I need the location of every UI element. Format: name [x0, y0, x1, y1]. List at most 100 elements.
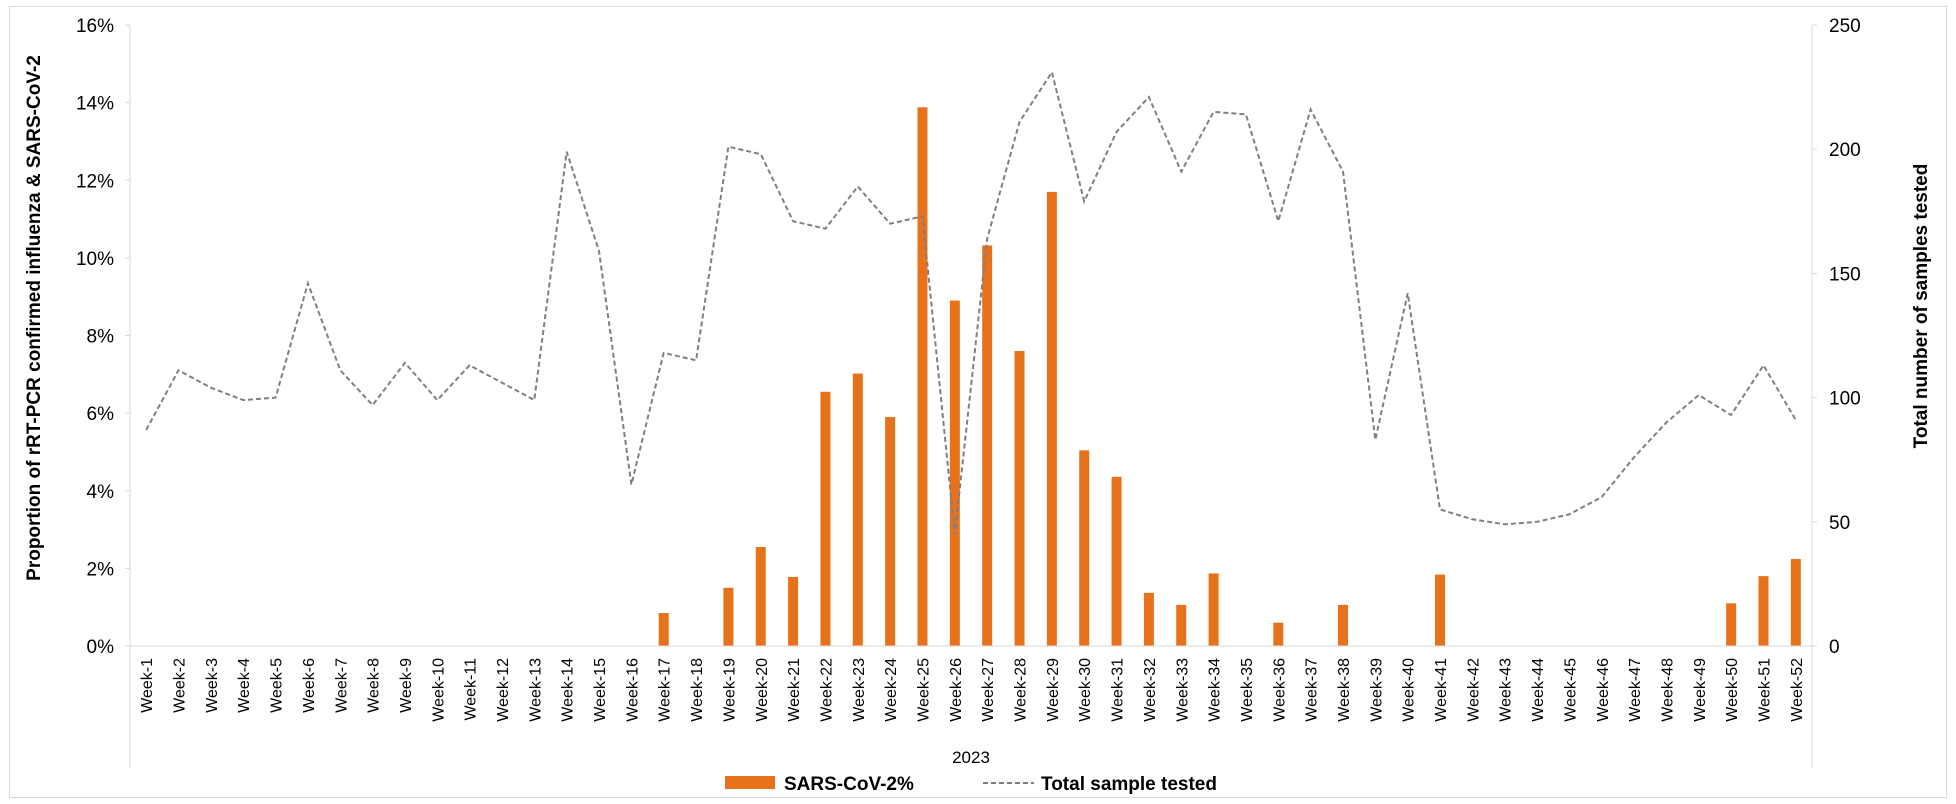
- bar-sars-cov-2: [917, 107, 928, 647]
- left-tick-label: 14%: [76, 94, 114, 115]
- x-tick-label: Week-40: [1401, 658, 1418, 722]
- x-tick-label: Week-20: [754, 658, 771, 722]
- left-axis-title: Proportion of rRT-PCR confirmed influenz…: [24, 55, 45, 581]
- x-tick-label: Week-46: [1595, 658, 1612, 722]
- left-tick-label: 12%: [76, 171, 114, 192]
- x-tick-label: Week-37: [1304, 658, 1321, 722]
- x-tick-label: Week-1: [139, 658, 156, 713]
- left-tick-label: 10%: [76, 249, 114, 270]
- x-tick-label: Week-24: [883, 658, 900, 722]
- labels-layer: 0% 2% 4% 6% 8% 10% 12% 14% 16% 0 50 100 150 200 250 Wee…: [76, 16, 1861, 722]
- x-tick-label: Week-7: [333, 658, 350, 713]
- bar-sars-cov-2: [885, 417, 896, 646]
- x-tick-label: Week-29: [1045, 658, 1062, 722]
- x-tick-label: Week-39: [1368, 658, 1385, 722]
- left-tick-label: 2%: [87, 559, 115, 580]
- x-tick-label: Week-35: [1239, 658, 1256, 722]
- bar-sars-cov-2: [1435, 574, 1446, 646]
- x-tick-label: Week-31: [1110, 658, 1127, 722]
- chart-frame: [9, 6, 1947, 798]
- x-tick-label: Week-33: [1174, 658, 1191, 722]
- bar-sars-cov-2: [1143, 592, 1154, 646]
- x-tick-label: Week-43: [1498, 658, 1515, 722]
- left-tick-label: 6%: [87, 404, 115, 425]
- x-group-label: 2023: [952, 748, 990, 767]
- bar-sars-cov-2: [1046, 191, 1057, 647]
- bar-sars-cov-2: [1337, 604, 1348, 646]
- x-tick-label: Week-28: [1013, 658, 1030, 722]
- x-tick-label: Week-17: [657, 658, 674, 722]
- x-tick-label: Week-15: [592, 658, 609, 722]
- left-tick-label: 8%: [87, 327, 115, 348]
- bar-sars-cov-2: [1758, 576, 1769, 646]
- right-axis-title: Total number of samples tested: [1911, 164, 1932, 449]
- x-tick-label: Week-36: [1271, 658, 1288, 722]
- line-total-sample-tested: [145, 69, 1797, 535]
- legend-label-total: Total sample tested: [1041, 774, 1217, 795]
- x-tick-label: Week-41: [1433, 658, 1450, 722]
- right-tick-label: 0: [1829, 637, 1840, 658]
- left-tick-label: 16%: [76, 16, 114, 37]
- x-tick-label: Week-50: [1724, 658, 1741, 722]
- axes-layer: [125, 24, 1817, 768]
- bar-sars-cov-2: [1726, 603, 1737, 646]
- x-tick-label: Week-14: [560, 658, 577, 722]
- bar-sars-cov-2: [1014, 351, 1025, 646]
- x-tick-label: Week-9: [398, 658, 415, 713]
- bars-layer: [658, 107, 1801, 647]
- bar-sars-cov-2: [723, 587, 734, 646]
- x-tick-label: Week-38: [1336, 658, 1353, 722]
- x-tick-label: Week-30: [1077, 658, 1094, 722]
- bar-sars-cov-2: [658, 613, 669, 646]
- bar-sars-cov-2: [820, 391, 831, 646]
- bar-sars-cov-2: [1111, 476, 1122, 646]
- bar-sars-cov-2: [1176, 604, 1187, 646]
- x-tick-label: Week-16: [624, 658, 641, 722]
- right-tick-label: 200: [1829, 140, 1861, 161]
- x-tick-label: Week-48: [1659, 658, 1676, 722]
- x-tick-label: Week-25: [915, 658, 932, 722]
- x-tick-label: Week-52: [1789, 658, 1806, 722]
- x-tick-label: Week-34: [1207, 658, 1224, 722]
- legend-label-sars: SARS-CoV-2%: [784, 774, 914, 795]
- bar-sars-cov-2: [755, 547, 766, 646]
- bar-sars-cov-2: [788, 576, 799, 646]
- x-tick-label: Week-32: [1142, 658, 1159, 722]
- x-tick-label: Week-3: [204, 658, 221, 713]
- x-tick-label: Week-26: [948, 658, 965, 722]
- x-tick-label: Week-12: [495, 658, 512, 722]
- x-tick-label: Week-42: [1465, 658, 1482, 722]
- bar-sars-cov-2: [1208, 573, 1219, 646]
- bar-sars-cov-2: [1079, 450, 1090, 646]
- line-layer: [145, 69, 1797, 535]
- x-tick-label: Week-45: [1562, 658, 1579, 722]
- x-tick-label: Week-22: [818, 658, 835, 722]
- right-tick-label: 100: [1829, 389, 1861, 410]
- x-tick-label: Week-5: [269, 658, 286, 713]
- right-tick-label: 250: [1829, 16, 1861, 37]
- right-tick-label: 150: [1829, 264, 1861, 285]
- x-tick-label: Week-4: [236, 658, 253, 713]
- x-tick-label: Week-2: [172, 658, 189, 713]
- x-tick-label: Week-51: [1756, 658, 1773, 722]
- x-tick-label: Week-21: [786, 658, 803, 722]
- right-tick-label: 50: [1829, 513, 1850, 534]
- x-tick-label: Week-10: [430, 658, 447, 722]
- bar-sars-cov-2: [1273, 622, 1284, 646]
- bar-sars-cov-2: [852, 373, 863, 646]
- bar-sars-cov-2: [949, 300, 960, 646]
- x-tick-label: Week-18: [689, 658, 706, 722]
- x-tick-label: Week-13: [527, 658, 544, 722]
- x-tick-label: Week-49: [1692, 658, 1709, 722]
- x-tick-label: Week-6: [301, 658, 318, 713]
- x-tick-label: Week-8: [366, 658, 383, 713]
- left-tick-label: 0%: [87, 637, 115, 658]
- legend-swatch-sars: [725, 776, 775, 789]
- x-tick-label: Week-11: [463, 658, 480, 721]
- x-tick-label: Week-47: [1627, 658, 1644, 722]
- x-tick-label: Week-27: [980, 658, 997, 722]
- x-tick-label: Week-44: [1530, 658, 1547, 722]
- bar-sars-cov-2: [982, 245, 993, 646]
- left-tick-label: 4%: [87, 482, 115, 503]
